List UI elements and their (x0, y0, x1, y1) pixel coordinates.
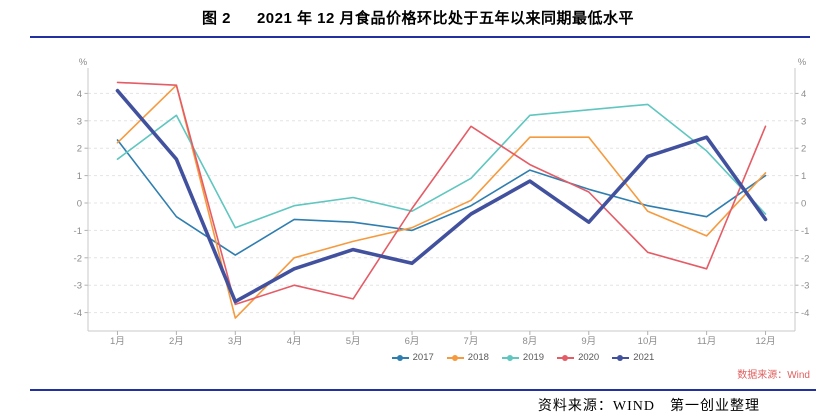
y-axis-label-left: 2 (77, 144, 82, 155)
y-axis-label-left: -2 (74, 253, 82, 264)
legend-marker-2019-icon (501, 354, 519, 361)
y-axis-label-right: -2 (801, 253, 809, 264)
chart-legend: 2017 2018 2019 2020 2021 (0, 352, 836, 363)
series-line-2021 (115, 88, 768, 304)
legend-label-2021: 2021 (633, 352, 655, 363)
y-axis-label-left: 0 (77, 199, 82, 210)
series-layer (115, 81, 768, 319)
x-axis-label: 2月 (169, 336, 184, 345)
legend-label-2018: 2018 (467, 352, 489, 363)
y-axis-label-right: 0 (801, 199, 806, 210)
x-axis-label: 4月 (287, 336, 302, 345)
x-axis-label: 7月 (464, 336, 479, 345)
y-axis-label-left: 3 (77, 116, 82, 127)
y-axis-label-right: -4 (801, 308, 809, 319)
x-axis-label: 11月 (697, 336, 716, 345)
y-axis-label-left: 1 (77, 171, 82, 182)
x-axis-label: 5月 (346, 336, 361, 345)
y-axis-label-right: 2 (801, 144, 806, 155)
series-line-2020 (116, 81, 767, 306)
legend-marker-2021-icon (612, 354, 630, 361)
legend-item-2021: 2021 (612, 352, 654, 363)
legend-item-2017: 2017 (391, 352, 434, 363)
y-axis-label-right: -1 (801, 226, 809, 237)
figure-label: 图 2 (201, 10, 231, 27)
x-axis-label: 8月 (522, 336, 537, 345)
legend-label-2020: 2020 (578, 352, 600, 363)
legend-item-2019: 2019 (501, 352, 545, 363)
y-axis-label-right: -3 (801, 281, 809, 292)
x-axis-label: 1月 (110, 336, 125, 345)
legend-label-2019: 2019 (522, 352, 545, 363)
line-chart: % % 4 4 3 3 2 2 1 1 0 0 -1 -1 -2 -2 -3 -3 -4 -4 1月 2月 3月 4月 5月… (74, 57, 810, 345)
y-axis-label-right: 3 (801, 116, 806, 127)
series-line-2017 (116, 139, 767, 256)
y-axis-label-left: -1 (74, 226, 82, 237)
title-divider-rule (30, 36, 810, 38)
legend-label-2017: 2017 (412, 352, 434, 363)
x-axis-label: 12月 (756, 336, 776, 345)
figure-title-text: 2021 年 12 月食品价格环比处于五年以来同期最低水平 (256, 10, 635, 27)
y-axis-label-left: -3 (74, 281, 82, 292)
footer-divider-rule (30, 389, 816, 391)
footer-source-text: 资料来源：WIND 第一创业整理 (537, 399, 760, 414)
y-axis-label-left: -4 (74, 308, 82, 319)
legend-marker-2020-icon (557, 354, 575, 361)
legend-marker-2017-icon (391, 354, 409, 361)
y-axis-label-right: 4 (801, 89, 806, 100)
legend-marker-2018-icon (446, 354, 464, 361)
x-axis-label: 10月 (638, 336, 658, 345)
x-axis-label: 3月 (228, 336, 243, 345)
legend-item-2018: 2018 (446, 352, 489, 363)
chart-title: 图 2 2021 年 12 月食品价格环比处于五年以来同期最低水平 (0, 7, 836, 28)
y-axis-unit-right: % (798, 57, 807, 68)
y-axis-label-left: 4 (77, 89, 82, 100)
data-source-note: 数据来源：Wind (737, 370, 810, 381)
legend-item-2020: 2020 (557, 352, 599, 363)
x-axis-label: 9月 (581, 336, 596, 345)
y-axis-label-right: 1 (801, 171, 806, 182)
x-axis-label: 6月 (405, 336, 420, 345)
axes-layer: 4 4 3 3 2 2 1 1 0 0 -1 -1 -2 -2 -3 -3 -4 -4 1月 2月 3月 4月 5月 6月 7月… (74, 68, 809, 345)
series-line-2019 (116, 103, 767, 229)
y-axis-unit-left: % (79, 57, 88, 68)
